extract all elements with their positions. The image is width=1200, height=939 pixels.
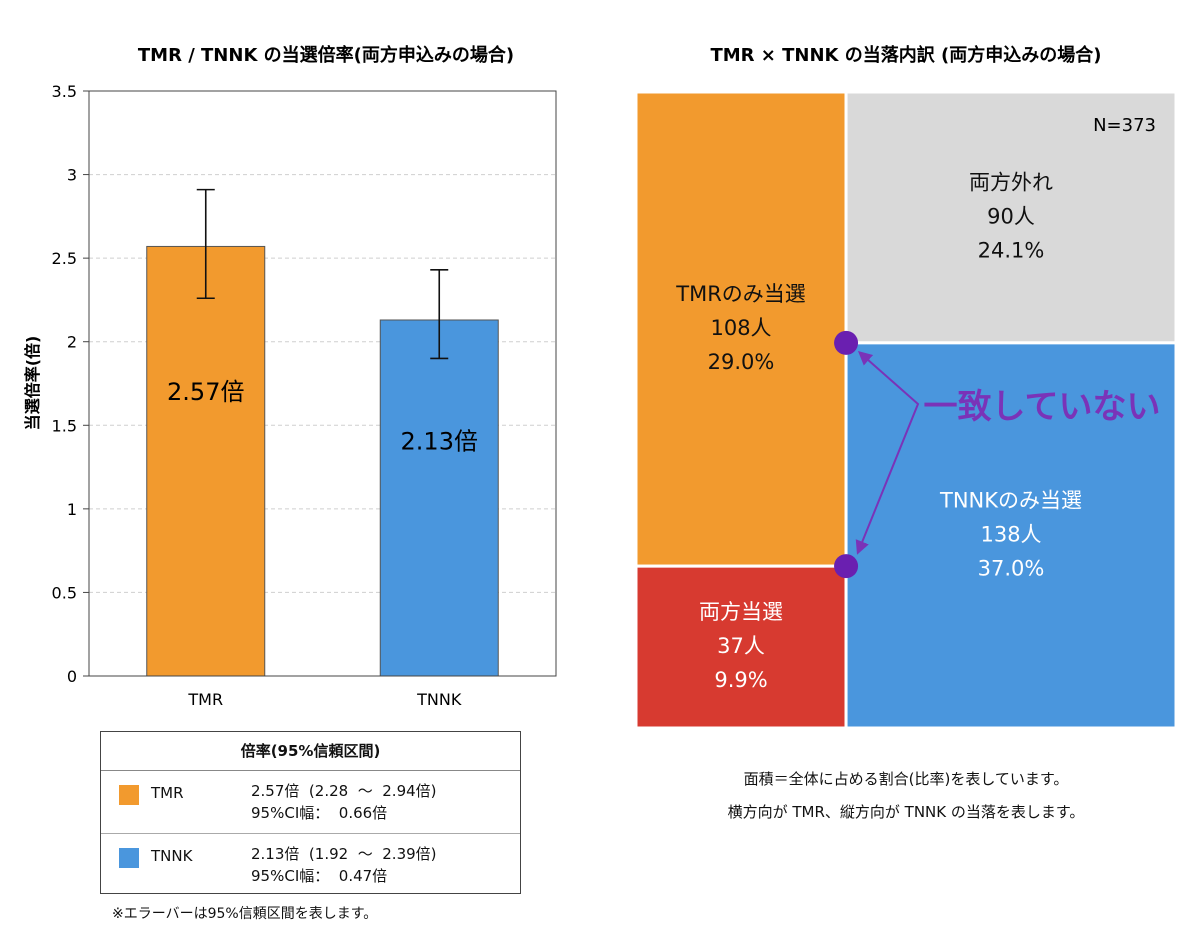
cell-percent: 9.9% — [714, 668, 767, 692]
legend-table: 倍率(95%信頼区間) TMR 2.57倍 (2.28 ～ 2.94倍) 95%… — [100, 731, 521, 894]
cell-percent: 29.0% — [708, 350, 775, 374]
legend-name: TNNK — [151, 847, 193, 865]
y-tick-label: 2.5 — [52, 249, 77, 268]
cell-count: 108人 — [710, 316, 771, 340]
legend-name: TMR — [151, 784, 184, 802]
cell-count: 90人 — [987, 204, 1035, 228]
mismatch-marker-bottom — [834, 554, 859, 579]
cell-label: 両方外れ — [969, 170, 1053, 194]
mosaic-chart: TMRのみ当選 108人 29.0% 両方外れ 90人 24.1% 両方当選 37人 9.9% T… — [634, 90, 1178, 730]
x-tick-label: TMR — [187, 690, 223, 709]
cell-percent: 24.1% — [978, 238, 1045, 262]
cell-both-won — [634, 564, 848, 730]
y-tick-labels: 0 0.5 1 1.5 2 2.5 3 3.5 — [52, 82, 89, 686]
legend-interval: 2.13倍 (1.92 ～ 2.39倍) — [251, 845, 437, 863]
left-chart-title: TMR / TNNK の当選倍率(両方申込みの場合) — [138, 44, 514, 66]
tnnk-swatch — [119, 848, 139, 868]
y-tick-label: 0.5 — [52, 583, 77, 602]
y-tick-label: 3 — [67, 166, 77, 185]
legend-header: 倍率(95%信頼区間) — [101, 732, 520, 771]
bars: 2.57倍 2.13倍 — [146, 188, 499, 677]
tmr-swatch — [119, 785, 139, 805]
cell-both-lost — [844, 90, 1178, 345]
annotation-arrows — [855, 351, 920, 555]
cell-label: 両方当選 — [699, 600, 783, 624]
y-tick-label: 0 — [67, 667, 77, 686]
cell-percent: 37.0% — [978, 556, 1045, 580]
legend-interval: 2.57倍 (2.28 ～ 2.94倍) — [251, 782, 437, 800]
x-tick-labels: TMR TNNK — [187, 690, 461, 709]
cell-tnnk-only — [844, 341, 1178, 730]
y-tick-label: 3.5 — [52, 82, 77, 101]
bar-tmr — [146, 245, 266, 677]
mismatch-marker-top — [834, 330, 859, 355]
legend-ci-width: 95%CI幅： 0.47倍 — [251, 867, 388, 885]
n-label: N=373 — [1093, 115, 1156, 136]
cell-count: 138人 — [980, 522, 1041, 546]
bar-tnnk — [379, 319, 499, 677]
legend-ci-width: 95%CI幅： 0.66倍 — [251, 804, 388, 822]
description-line-2: 横方向が TMR、縦方向が TNNK の当落を表します。 — [727, 803, 1085, 821]
cell-count: 37人 — [717, 634, 765, 658]
annotation-label: 一致していない — [924, 387, 1161, 427]
right-chart-title: TMR × TNNK の当落内訳 (両方申込みの場合) — [710, 44, 1101, 66]
x-tick-label: TNNK — [416, 690, 462, 709]
cell-tmr-only — [634, 90, 848, 568]
y-axis-label: 当選倍率(倍) — [23, 336, 42, 431]
footnote: ※エラーバーは95%信頼区間を表します。 — [112, 906, 378, 922]
bar-value-label: 2.13倍 — [401, 427, 478, 455]
cell-label: TMRのみ当選 — [675, 282, 806, 306]
description-line-1: 面積＝全体に占める割合(比率)を表しています。 — [743, 770, 1069, 788]
y-tick-label: 2 — [67, 333, 77, 352]
cell-label: TNNKのみ当選 — [939, 488, 1082, 512]
legend-row-tmr: TMR 2.57倍 (2.28 ～ 2.94倍) 95%CI幅： 0.66倍 — [101, 771, 520, 834]
bar-value-label: 2.57倍 — [167, 378, 244, 406]
mismatch-annotation: 一致していない — [834, 330, 1161, 579]
legend-row-tnnk: TNNK 2.13倍 (1.92 ～ 2.39倍) 95%CI幅： 0.47倍 — [101, 834, 520, 896]
plot-frame — [88, 90, 557, 677]
y-tick-label: 1.5 — [52, 416, 77, 435]
y-tick-label: 1 — [67, 500, 77, 519]
